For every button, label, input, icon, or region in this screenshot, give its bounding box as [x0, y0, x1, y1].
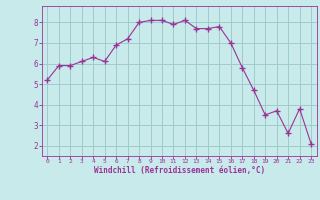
X-axis label: Windchill (Refroidissement éolien,°C): Windchill (Refroidissement éolien,°C): [94, 166, 265, 175]
